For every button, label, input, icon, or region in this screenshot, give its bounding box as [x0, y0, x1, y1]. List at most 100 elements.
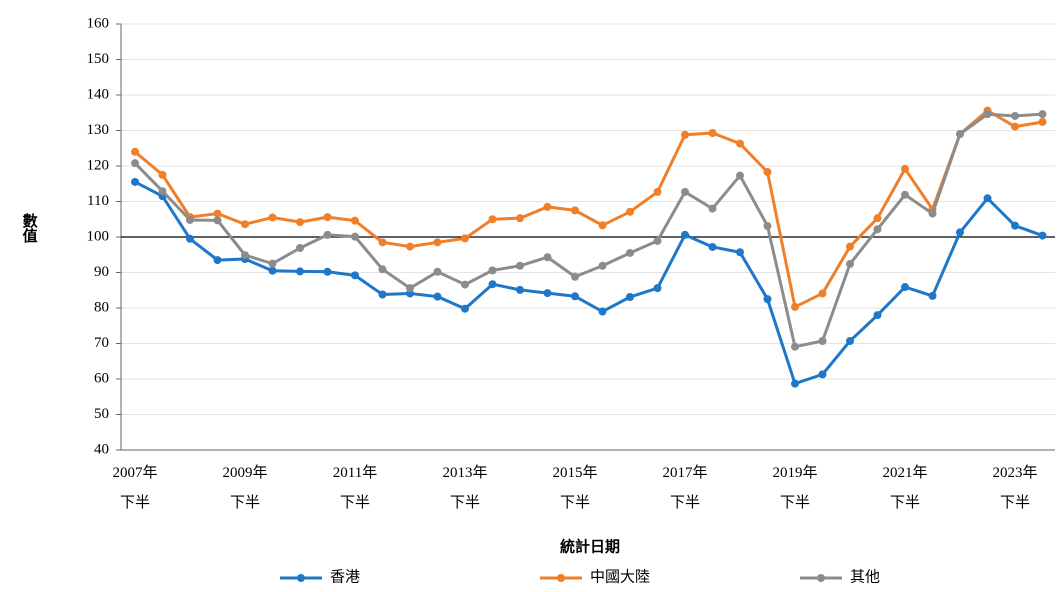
point: [736, 171, 744, 180]
point: [406, 242, 414, 251]
y-tick-label: 120: [87, 157, 110, 173]
x-tick-label: 2011年 下半: [332, 465, 378, 511]
point: [323, 230, 332, 239]
point: [736, 248, 744, 257]
legend-label: 其他: [850, 568, 880, 585]
point: [901, 283, 909, 292]
x-tick-label: 2023年 下半: [992, 465, 1038, 511]
point: [1038, 110, 1047, 119]
point: [268, 266, 277, 275]
x-tick-label: 2021年 下半: [882, 465, 928, 511]
point: [433, 267, 442, 276]
legend-marker: [297, 574, 305, 582]
y-axis-label: 數值: [21, 212, 38, 243]
point: [1038, 117, 1047, 126]
point: [378, 265, 387, 274]
x-axis-label: 統計日期: [560, 537, 620, 555]
point: [1011, 111, 1019, 120]
x-tick-label: 2013年 下半: [442, 465, 488, 511]
point: [1038, 231, 1047, 240]
point: [131, 159, 139, 168]
point: [598, 261, 607, 270]
point: [873, 311, 882, 320]
point: [351, 232, 359, 241]
point: [213, 216, 222, 225]
x-tick-label: 2017年 下半: [662, 465, 708, 511]
point: [1011, 122, 1019, 131]
point: [873, 225, 882, 234]
point: [791, 342, 799, 351]
point: [928, 209, 937, 218]
point: [846, 337, 854, 346]
point: [378, 238, 387, 247]
point: [708, 204, 717, 213]
point: [461, 304, 469, 313]
series-line: [134, 109, 1043, 309]
point: [1011, 221, 1019, 230]
y-tick-label: 140: [87, 86, 110, 102]
point: [543, 289, 552, 298]
point: [598, 307, 607, 316]
point: [736, 139, 744, 148]
legend-label: 中國大陸: [590, 568, 650, 585]
point: [571, 272, 579, 281]
point: [928, 291, 937, 300]
point: [323, 213, 332, 222]
y-tick-label: 150: [87, 51, 110, 67]
point: [213, 209, 222, 218]
point: [653, 284, 662, 293]
series-line: [134, 180, 1044, 386]
y-tick-label: 50: [94, 406, 109, 422]
point: [158, 170, 167, 179]
point: [351, 216, 359, 225]
y-tick-label: 130: [87, 122, 110, 138]
x-tick-label: 2009年 下半: [222, 465, 268, 511]
point: [708, 242, 717, 251]
point: [818, 289, 827, 298]
point: [296, 244, 304, 253]
y-tick-label: 60: [94, 370, 109, 386]
point: [598, 221, 607, 230]
point: [433, 292, 442, 301]
point: [653, 236, 662, 245]
point: [241, 251, 249, 260]
point: [571, 206, 579, 215]
point: [763, 168, 772, 177]
point: [763, 221, 772, 230]
point: [956, 130, 964, 139]
point: [818, 370, 827, 379]
point: [543, 202, 552, 211]
point: [543, 253, 552, 262]
legend-marker: [557, 574, 565, 582]
point: [983, 194, 992, 203]
point: [461, 280, 469, 289]
y-tick-label: 100: [87, 228, 110, 244]
point: [296, 267, 304, 276]
point: [296, 218, 304, 227]
series-line: [133, 112, 1043, 349]
x-tick-label: 2015年 下半: [552, 465, 598, 511]
point: [626, 248, 634, 257]
point: [983, 110, 992, 119]
point: [763, 295, 772, 304]
y-tick-label: 90: [94, 264, 109, 280]
point: [791, 379, 799, 388]
point: [708, 128, 717, 137]
y-tick-label: 80: [94, 299, 109, 315]
point: [516, 285, 524, 294]
point: [186, 215, 194, 224]
point: [873, 214, 882, 223]
point: [488, 266, 497, 275]
point: [681, 230, 689, 239]
point: [681, 130, 689, 139]
x-tick-label: 2019年 下半: [772, 465, 818, 511]
point: [846, 259, 854, 268]
point: [131, 147, 139, 156]
legend-label: 香港: [330, 568, 360, 585]
point: [461, 234, 469, 243]
point: [626, 292, 634, 301]
legend-marker: [817, 574, 825, 582]
x-tick-label: 2007年 下半: [112, 465, 158, 511]
